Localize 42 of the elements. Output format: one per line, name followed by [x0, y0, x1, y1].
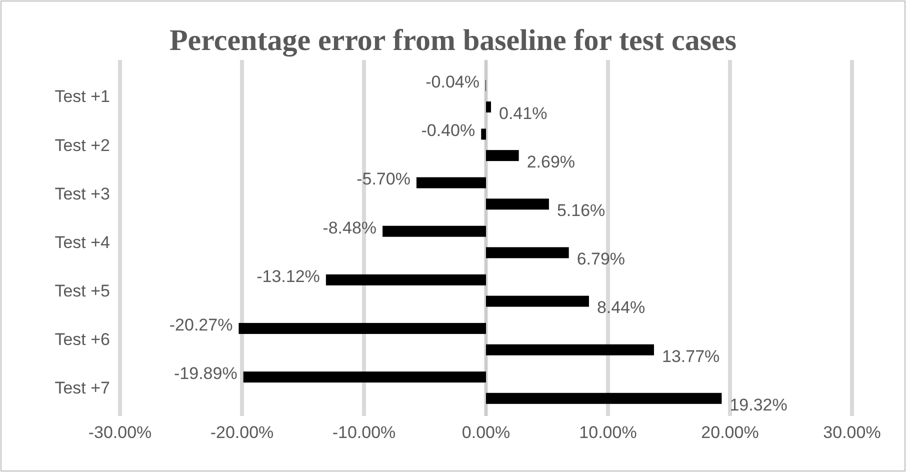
data-label: -0.40% — [421, 121, 476, 140]
bar — [486, 344, 654, 356]
bar — [382, 226, 486, 237]
data-label: -13.12% — [256, 266, 320, 286]
data-label: -19.89% — [174, 364, 238, 383]
x-tick-label: -30.00% — [88, 423, 152, 442]
x-tick-label: -20.00% — [210, 423, 274, 442]
data-label: 6.79% — [576, 250, 626, 269]
y-tick-label: Test +1 — [54, 87, 110, 106]
bar — [481, 128, 486, 140]
bar — [243, 372, 486, 383]
bar — [486, 392, 722, 404]
data-label: -0.04% — [426, 72, 480, 92]
y-tick-label: Test +7 — [54, 378, 110, 398]
bar — [238, 322, 486, 334]
y-tick-label: Test +4 — [54, 232, 110, 252]
data-label: -5.70% — [356, 170, 410, 189]
chart-title: Percentage error from baseline for test cases — [169, 24, 737, 57]
data-label: 5.16% — [556, 201, 606, 220]
bar — [326, 274, 486, 286]
bar — [486, 247, 569, 258]
data-label: 0.41% — [499, 104, 548, 123]
x-tick-label: 0.00% — [462, 423, 510, 442]
data-label: -20.27% — [169, 315, 233, 334]
y-tick-label: Test +3 — [54, 184, 110, 204]
x-tick-label: 20.00% — [701, 423, 759, 442]
y-tick-label: Test +6 — [54, 330, 110, 350]
x-tick-label: 30.00% — [823, 423, 881, 442]
bar — [486, 198, 549, 210]
bar — [486, 296, 589, 307]
data-label: 2.69% — [526, 152, 576, 172]
bar — [416, 177, 486, 188]
data-label: 13.77% — [662, 346, 720, 366]
data-label: 19.32% — [730, 395, 788, 414]
x-tick-label: -10.00% — [332, 423, 396, 442]
y-tick-label: Test +2 — [54, 136, 110, 155]
y-tick-label: Test +5 — [54, 282, 110, 301]
data-label: -8.48% — [322, 218, 377, 238]
bar — [486, 150, 519, 162]
x-tick-label: 10.00% — [579, 423, 637, 442]
bar — [486, 101, 491, 112]
data-label: 8.44% — [596, 298, 646, 318]
